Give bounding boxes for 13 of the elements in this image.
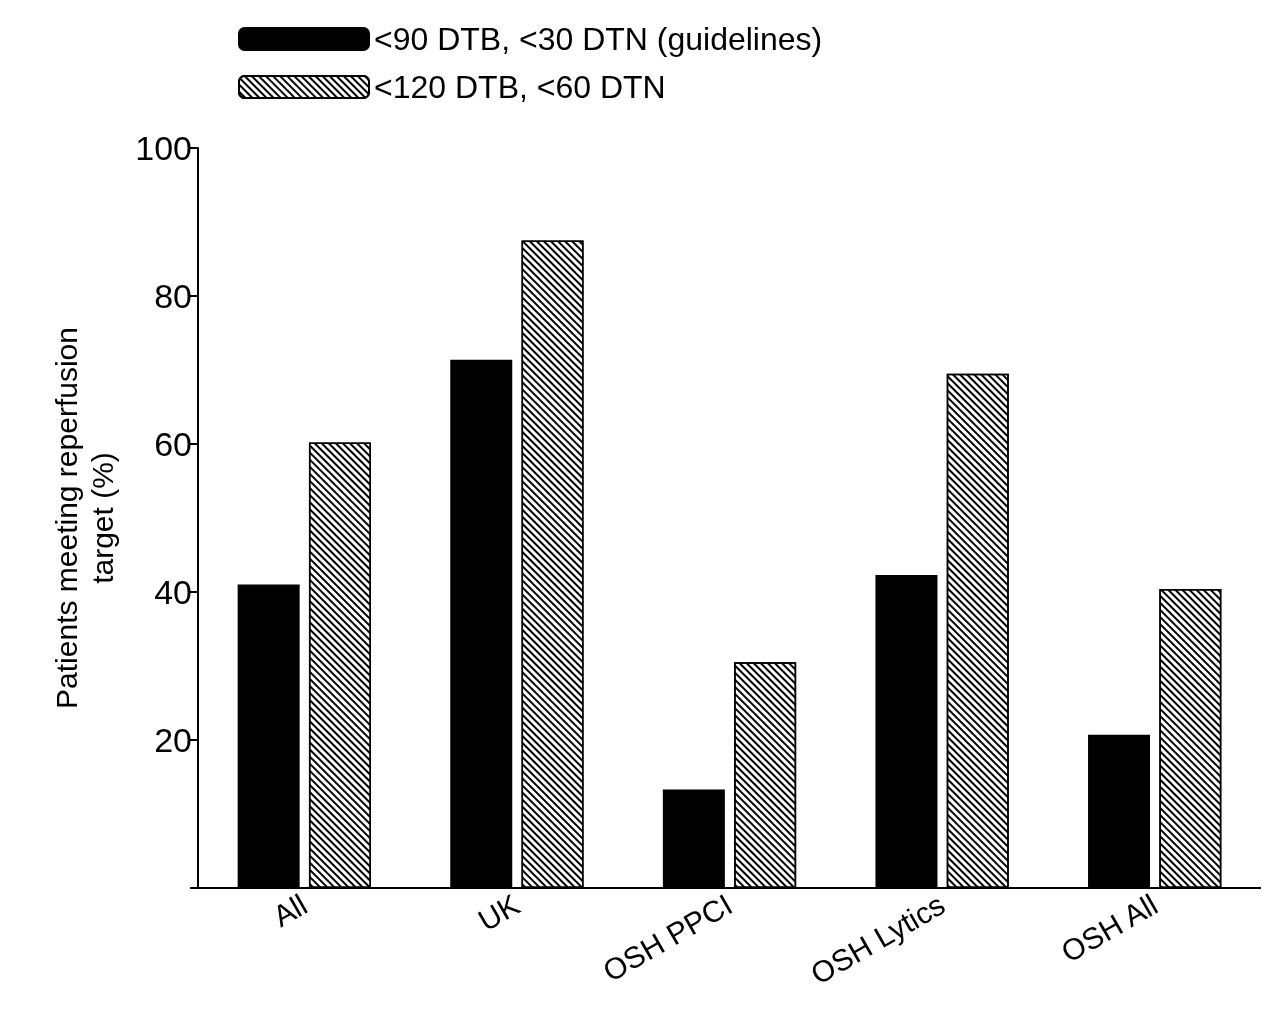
y-tick-label: 60 — [154, 425, 192, 463]
x-tick-label: OSH PPCI — [597, 887, 738, 988]
y-tick-label: 100 — [135, 129, 192, 167]
legend-label: <120 DTB, <60 DTN — [374, 69, 666, 105]
y-tick-label: 40 — [154, 573, 192, 611]
y-tick-label: 20 — [154, 721, 192, 759]
y-axis-title: Patients meeting reperfusion target (%) — [49, 327, 119, 709]
x-tick-label: UK — [472, 887, 526, 938]
x-tick-label: OSH Lytics — [804, 887, 951, 991]
x-tick-label: All — [267, 887, 313, 933]
y-tick-label: 80 — [154, 277, 192, 315]
x-tick-label: OSH All — [1055, 887, 1163, 969]
legend-label: <90 DTB, <30 DTN (guidelines) — [374, 21, 823, 57]
